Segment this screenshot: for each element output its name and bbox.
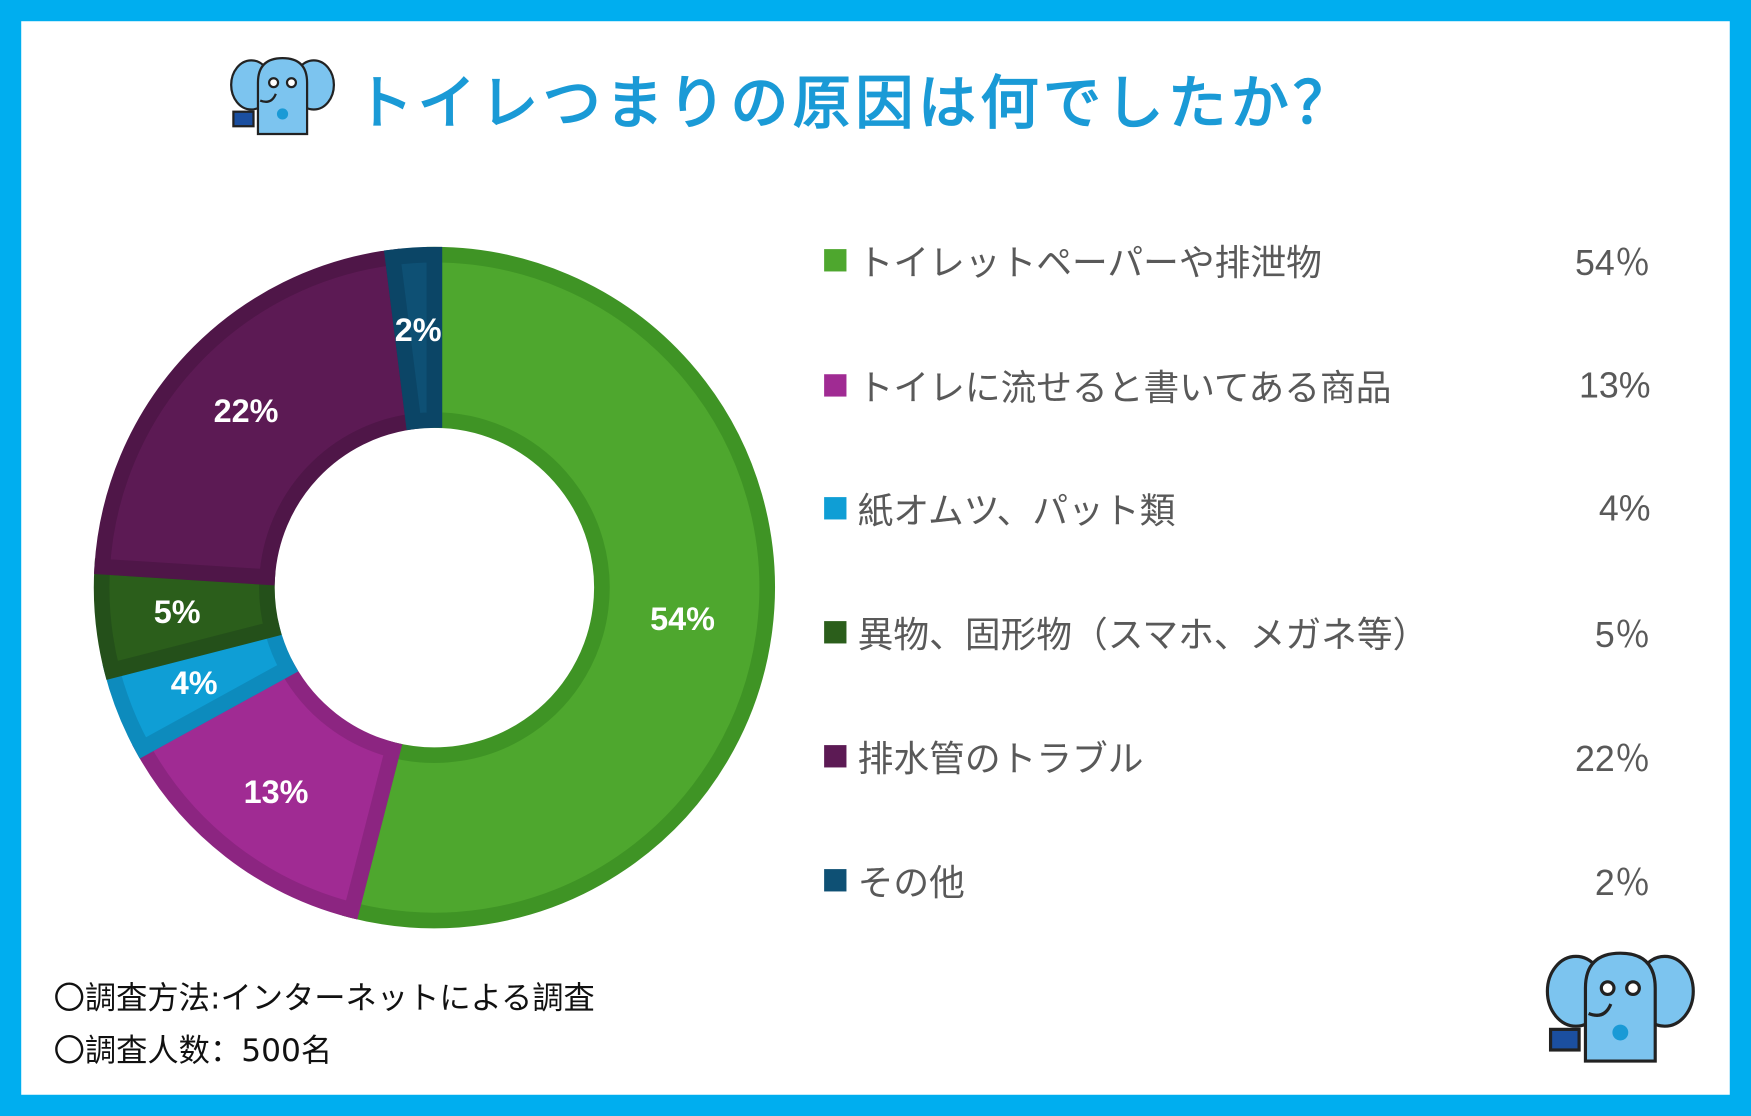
legend-label: トイレットペーパーや排泄物 [857, 241, 1322, 284]
legend-label: 異物、固形物（スマホ、メガネ等） [857, 613, 1429, 656]
white-panel [21, 21, 1730, 1095]
donut-slice [342, 246, 775, 929]
chart-title: トイレつまりの原因は何でしたか？ [355, 70, 1356, 138]
slice-value-label: 2% [395, 312, 442, 348]
legend-swatch [824, 869, 847, 892]
legend-value: 13% [1578, 364, 1651, 405]
donut-slice [93, 248, 423, 586]
footnote-respondents: 〇調査人数：500名 [53, 1032, 333, 1070]
legend-item: トイレットペーパーや排泄物 54％ [824, 238, 1651, 284]
legend-swatch [824, 249, 847, 272]
legend-swatch [824, 745, 847, 768]
donut-slice [383, 246, 443, 431]
legend-label: 紙オムツ、パット類 [857, 489, 1176, 532]
legend-label: 排水管のトラブル [857, 737, 1144, 780]
legend-value: 5％ [1594, 614, 1651, 655]
legend-swatch [824, 621, 847, 644]
legend-item: 排水管のトラブル 22％ [824, 734, 1651, 780]
legend-swatch [824, 497, 847, 520]
legend-label: トイレに流せると書いてある商品 [857, 366, 1392, 409]
legend-item: 紙オムツ、パット類 4% [824, 486, 1651, 532]
donut-chart: 54% 13% 4% 5% 22% 2% [93, 246, 775, 929]
legend-label: その他 [857, 861, 965, 904]
legend-item: トイレに流せると書いてある商品 13% [824, 363, 1651, 409]
elephant-mascot-icon [230, 56, 336, 136]
legend-value: 4% [1598, 487, 1651, 528]
legend-value: 54％ [1574, 242, 1651, 283]
slice-value-label: 5% [154, 594, 201, 630]
elephant-mascot-icon [1545, 951, 1695, 1063]
footnote-method: 〇調査方法:インターネットによる調査 [53, 979, 595, 1017]
slice-value-label: 22% [214, 393, 279, 429]
legend-item: 異物、固形物（スマホ、メガネ等） 5％ [824, 610, 1651, 656]
legend-value: 2％ [1594, 862, 1651, 903]
legend-item: その他 2％ [824, 858, 1651, 904]
slice-value-label: 4% [171, 665, 218, 701]
slice-value-label: 13% [244, 774, 309, 810]
slice-value-label: 54% [650, 601, 715, 637]
legend-value: 22％ [1574, 738, 1651, 779]
legend-swatch [824, 374, 847, 397]
